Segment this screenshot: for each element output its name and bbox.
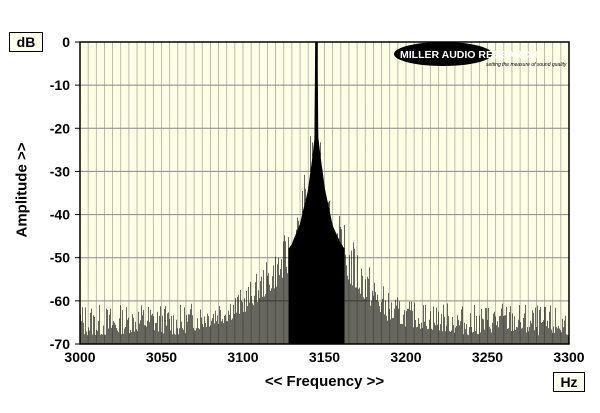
x-tick-label: 3300 [553, 349, 584, 365]
y-axis-title: Amplitude >> [13, 142, 31, 238]
y-unit-label: dB [9, 32, 43, 52]
y-tick-labels: 0 -10 -20 -30 -40 -50 -60 -70 [50, 34, 80, 352]
x-tick-label: 3100 [227, 349, 258, 365]
logo-ellipse [394, 42, 492, 66]
x-tick-label: 3050 [146, 349, 177, 365]
plot-frame [79, 41, 570, 345]
y-tick-label: 0 [62, 34, 70, 50]
y-tick-label: -70 [50, 336, 70, 352]
x-axis-title: << Frequency >> [264, 373, 385, 390]
y-tick-label: -10 [50, 77, 70, 93]
y-tick-label: -20 [50, 120, 70, 136]
x-tick-label: 3200 [390, 349, 421, 365]
x-tick-label: 3250 [472, 349, 503, 365]
logo-tagline: setting the measure of sound quality [486, 62, 567, 68]
y-tick-label: -50 [50, 250, 70, 266]
x-tick-label: 3000 [64, 349, 95, 365]
logo-brand-text: MILLER AUDIO RESEARCH [400, 49, 537, 61]
miller-audio-research-logo: MILLER AUDIO RESEARCH setting the measur… [394, 42, 567, 68]
x-tick-labels: 3000 3050 3100 3150 3200 3250 3300 [64, 349, 584, 365]
y-tick-label: -30 [50, 163, 70, 179]
y-tick-label: -60 [50, 293, 70, 309]
x-tick-label: 3150 [309, 349, 340, 365]
x-unit-label: Hz [553, 372, 585, 392]
y-tick-label: -40 [50, 207, 70, 223]
